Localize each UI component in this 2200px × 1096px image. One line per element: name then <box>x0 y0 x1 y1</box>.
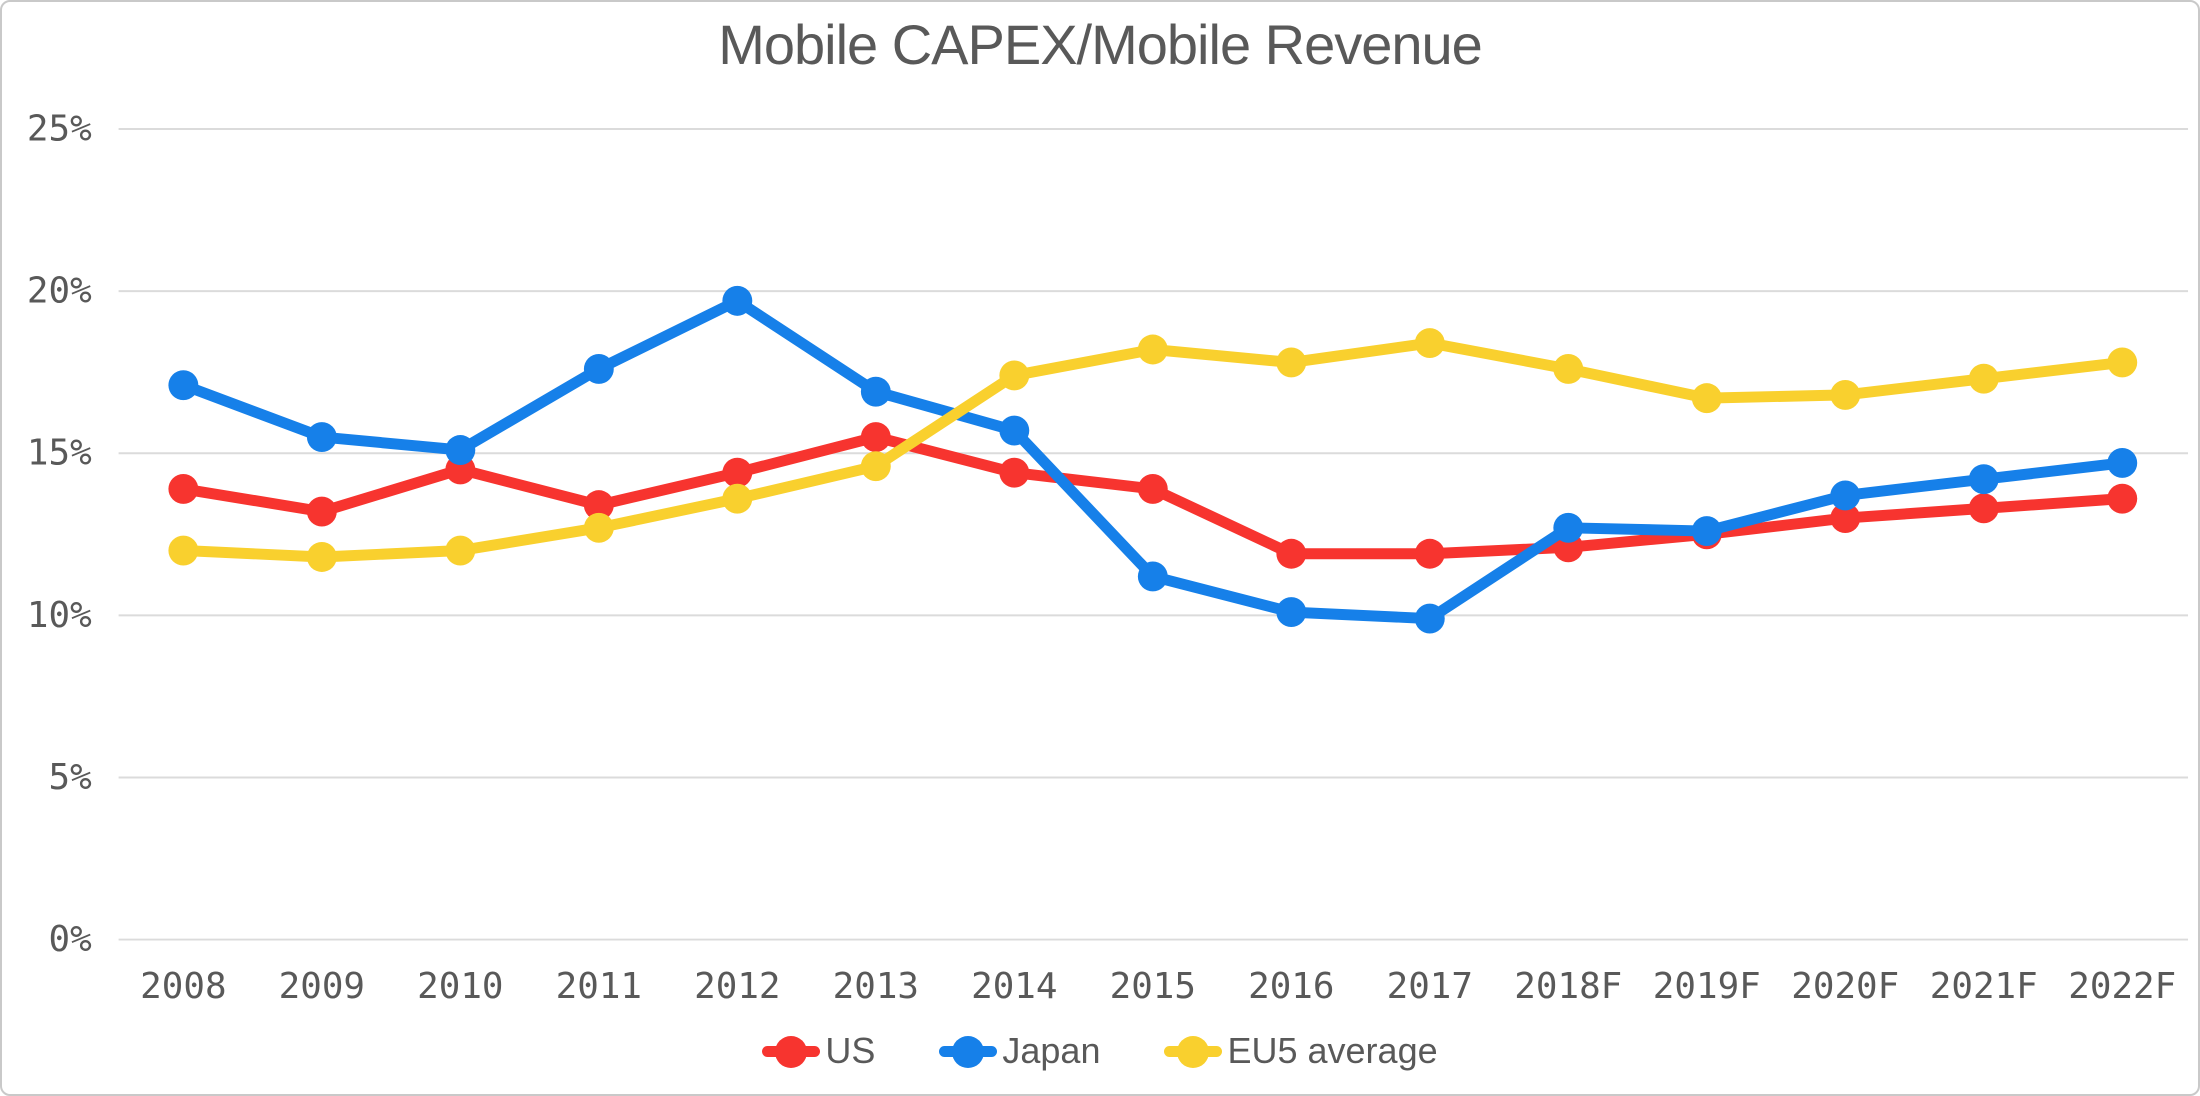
x-tick-label: 2012 <box>694 966 780 1007</box>
data-point-japan-2011 <box>583 354 614 384</box>
x-tick-label: 2013 <box>833 966 919 1007</box>
data-point-us-2012 <box>722 457 753 488</box>
data-point-us-2017 <box>1414 538 1445 569</box>
data-point-us-2013 <box>860 422 891 452</box>
data-point-us-2020F <box>1830 503 1861 534</box>
data-point-us-2011 <box>583 490 614 521</box>
y-tick-label: 5% <box>49 757 93 798</box>
data-point-eu5-average-2016 <box>1276 347 1307 378</box>
series-japan <box>168 285 2138 634</box>
x-tick-label: 2014 <box>971 966 1057 1007</box>
data-point-japan-2014 <box>999 415 1030 446</box>
data-point-japan-2015 <box>1137 561 1168 592</box>
data-point-us-2015 <box>1137 473 1168 504</box>
legend-marker-icon <box>762 1035 821 1068</box>
data-point-eu5-average-2019F <box>1691 383 1722 414</box>
legend-dot-icon <box>952 1035 985 1068</box>
data-point-eu5-average-2022F <box>2107 347 2138 378</box>
data-point-japan-2009 <box>306 422 337 452</box>
data-point-japan-2021F <box>1968 464 1999 495</box>
legend-item-us: US <box>762 1030 875 1072</box>
data-point-japan-2008 <box>168 370 199 401</box>
data-point-us-2008 <box>168 473 199 504</box>
x-tick-label: 2011 <box>556 966 642 1007</box>
legend-dot-icon <box>1177 1035 1210 1068</box>
x-tick-label: 2008 <box>140 966 226 1007</box>
data-point-us-2014 <box>999 457 1030 488</box>
x-tick-label: 2009 <box>279 966 365 1007</box>
x-tick-label: 2019F <box>1653 966 1761 1007</box>
data-point-us-2016 <box>1276 538 1307 569</box>
legend-label: US <box>825 1030 876 1071</box>
data-point-japan-2017 <box>1414 603 1445 634</box>
x-tick-label: 2018F <box>1514 966 1622 1007</box>
x-tick-label: 2020F <box>1791 966 1899 1007</box>
series-eu5-average <box>168 328 2138 572</box>
data-point-eu5-average-2009 <box>306 542 337 572</box>
data-point-eu5-average-2011 <box>583 512 614 543</box>
data-point-japan-2010 <box>445 435 476 465</box>
y-tick-label: 20% <box>27 271 92 312</box>
data-point-eu5-average-2017 <box>1414 328 1445 358</box>
y-tick-label: 0% <box>49 919 93 960</box>
legend-item-eu5-average: EU5 average <box>1164 1030 1438 1072</box>
legend-label: Japan <box>1002 1030 1101 1071</box>
legend-marker-icon <box>1164 1035 1223 1068</box>
data-point-us-2009 <box>306 496 337 527</box>
data-point-japan-2019F <box>1691 516 1722 547</box>
chart-title: Mobile CAPEX/Mobile Revenue <box>718 13 1483 76</box>
data-point-japan-2022F <box>2107 448 2138 478</box>
data-point-eu5-average-2010 <box>445 535 476 566</box>
y-tick-label: 15% <box>27 433 92 474</box>
data-point-japan-2012 <box>722 285 753 316</box>
data-point-japan-2013 <box>860 376 891 407</box>
data-point-eu5-average-2018F <box>1553 354 1584 384</box>
data-point-eu5-average-2012 <box>722 483 753 514</box>
x-tick-label: 2016 <box>1248 966 1334 1007</box>
y-tick-label: 25% <box>27 109 92 150</box>
data-point-japan-2018F <box>1553 512 1584 543</box>
x-tick-label: 2021F <box>1930 966 2038 1007</box>
y-tick-label: 10% <box>27 595 92 636</box>
legend-label: EU5 average <box>1227 1030 1438 1071</box>
data-point-eu5-average-2015 <box>1137 334 1168 365</box>
data-point-eu5-average-2008 <box>168 535 199 566</box>
data-point-eu5-average-2014 <box>999 360 1030 391</box>
data-point-japan-2016 <box>1276 597 1307 628</box>
x-tick-label: 2010 <box>417 966 503 1007</box>
legend-item-japan: Japan <box>939 1030 1100 1072</box>
legend-dot-icon <box>775 1035 808 1068</box>
x-tick-label: 2022F <box>2068 966 2176 1007</box>
data-point-eu5-average-2013 <box>860 451 891 482</box>
data-point-us-2021F <box>1968 493 1999 524</box>
legend-marker-icon <box>939 1035 998 1068</box>
data-point-eu5-average-2020F <box>1830 379 1861 410</box>
data-point-japan-2020F <box>1830 480 1861 511</box>
chart-legend: US Japan EU5 average <box>2 1030 2198 1072</box>
x-tick-label: 2015 <box>1110 966 1196 1007</box>
x-tick-label: 2017 <box>1387 966 1473 1007</box>
data-point-us-2022F <box>2107 483 2138 514</box>
data-point-eu5-average-2021F <box>1968 363 1999 394</box>
